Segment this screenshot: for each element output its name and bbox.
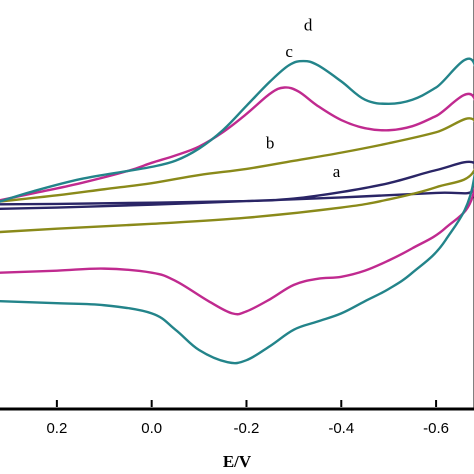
curve-label-a: a: [333, 162, 341, 181]
x-axis-title: E/V: [223, 452, 252, 471]
x-tick-label: -0.4: [328, 420, 354, 437]
x-tick-label: -0.6: [423, 420, 449, 437]
curve-labels-layer: a b cd: [266, 16, 341, 182]
curve-label-c: c: [285, 42, 293, 61]
curve-c: [0, 86, 474, 316]
curve-label-d: d: [304, 16, 313, 35]
x-tick-label: -0.2: [234, 420, 260, 437]
curve-label-b: b: [266, 134, 275, 153]
x-tick-label: 0.0: [141, 420, 162, 437]
x-ticks: [55, 400, 438, 407]
curve-a: [0, 160, 474, 210]
x-tick-labels: 0.2 0.0 -0.2 -0.4 -0.6: [46, 420, 449, 437]
curve-b: [0, 117, 474, 234]
x-axis: 0.2 0.0 -0.2 -0.4 -0.6 E/V: [46, 400, 449, 471]
plot-frame: [0, 0, 474, 411]
curves-layer: [0, 57, 474, 365]
curve-d: [0, 57, 474, 365]
plot-area: a b cd: [0, 0, 474, 411]
x-tick-label: 0.2: [46, 420, 67, 437]
